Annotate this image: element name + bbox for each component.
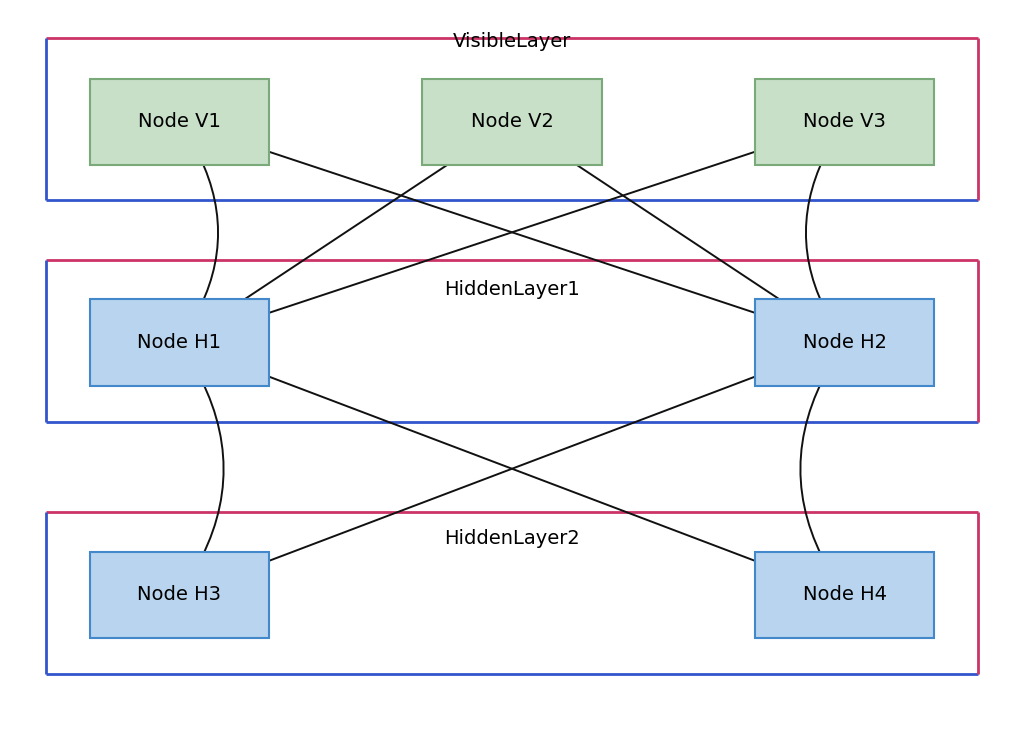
- FancyArrowPatch shape: [206, 131, 816, 334]
- Text: Node H1: Node H1: [137, 333, 221, 352]
- FancyArrowPatch shape: [204, 137, 488, 326]
- Text: Node H2: Node H2: [803, 333, 887, 352]
- FancyArrowPatch shape: [806, 145, 830, 317]
- Text: Node V2: Node V2: [471, 112, 553, 132]
- FancyBboxPatch shape: [90, 79, 268, 166]
- FancyArrowPatch shape: [207, 352, 819, 585]
- FancyBboxPatch shape: [422, 79, 601, 166]
- FancyBboxPatch shape: [755, 551, 934, 639]
- FancyArrowPatch shape: [536, 137, 820, 326]
- Text: Node H4: Node H4: [803, 585, 887, 605]
- FancyBboxPatch shape: [755, 79, 934, 166]
- FancyBboxPatch shape: [755, 300, 934, 386]
- FancyArrowPatch shape: [194, 145, 218, 317]
- FancyBboxPatch shape: [90, 551, 268, 639]
- Text: Node V1: Node V1: [138, 112, 220, 132]
- Text: Node H3: Node H3: [137, 585, 221, 605]
- Text: Node V3: Node V3: [804, 112, 886, 132]
- FancyArrowPatch shape: [208, 131, 818, 334]
- FancyArrowPatch shape: [195, 366, 223, 569]
- Text: VisibleLayer: VisibleLayer: [453, 32, 571, 51]
- Text: HiddenLayer2: HiddenLayer2: [444, 529, 580, 548]
- Text: HiddenLayer1: HiddenLayer1: [444, 280, 580, 300]
- FancyArrowPatch shape: [801, 366, 829, 569]
- FancyBboxPatch shape: [90, 300, 268, 386]
- FancyArrowPatch shape: [205, 352, 817, 585]
